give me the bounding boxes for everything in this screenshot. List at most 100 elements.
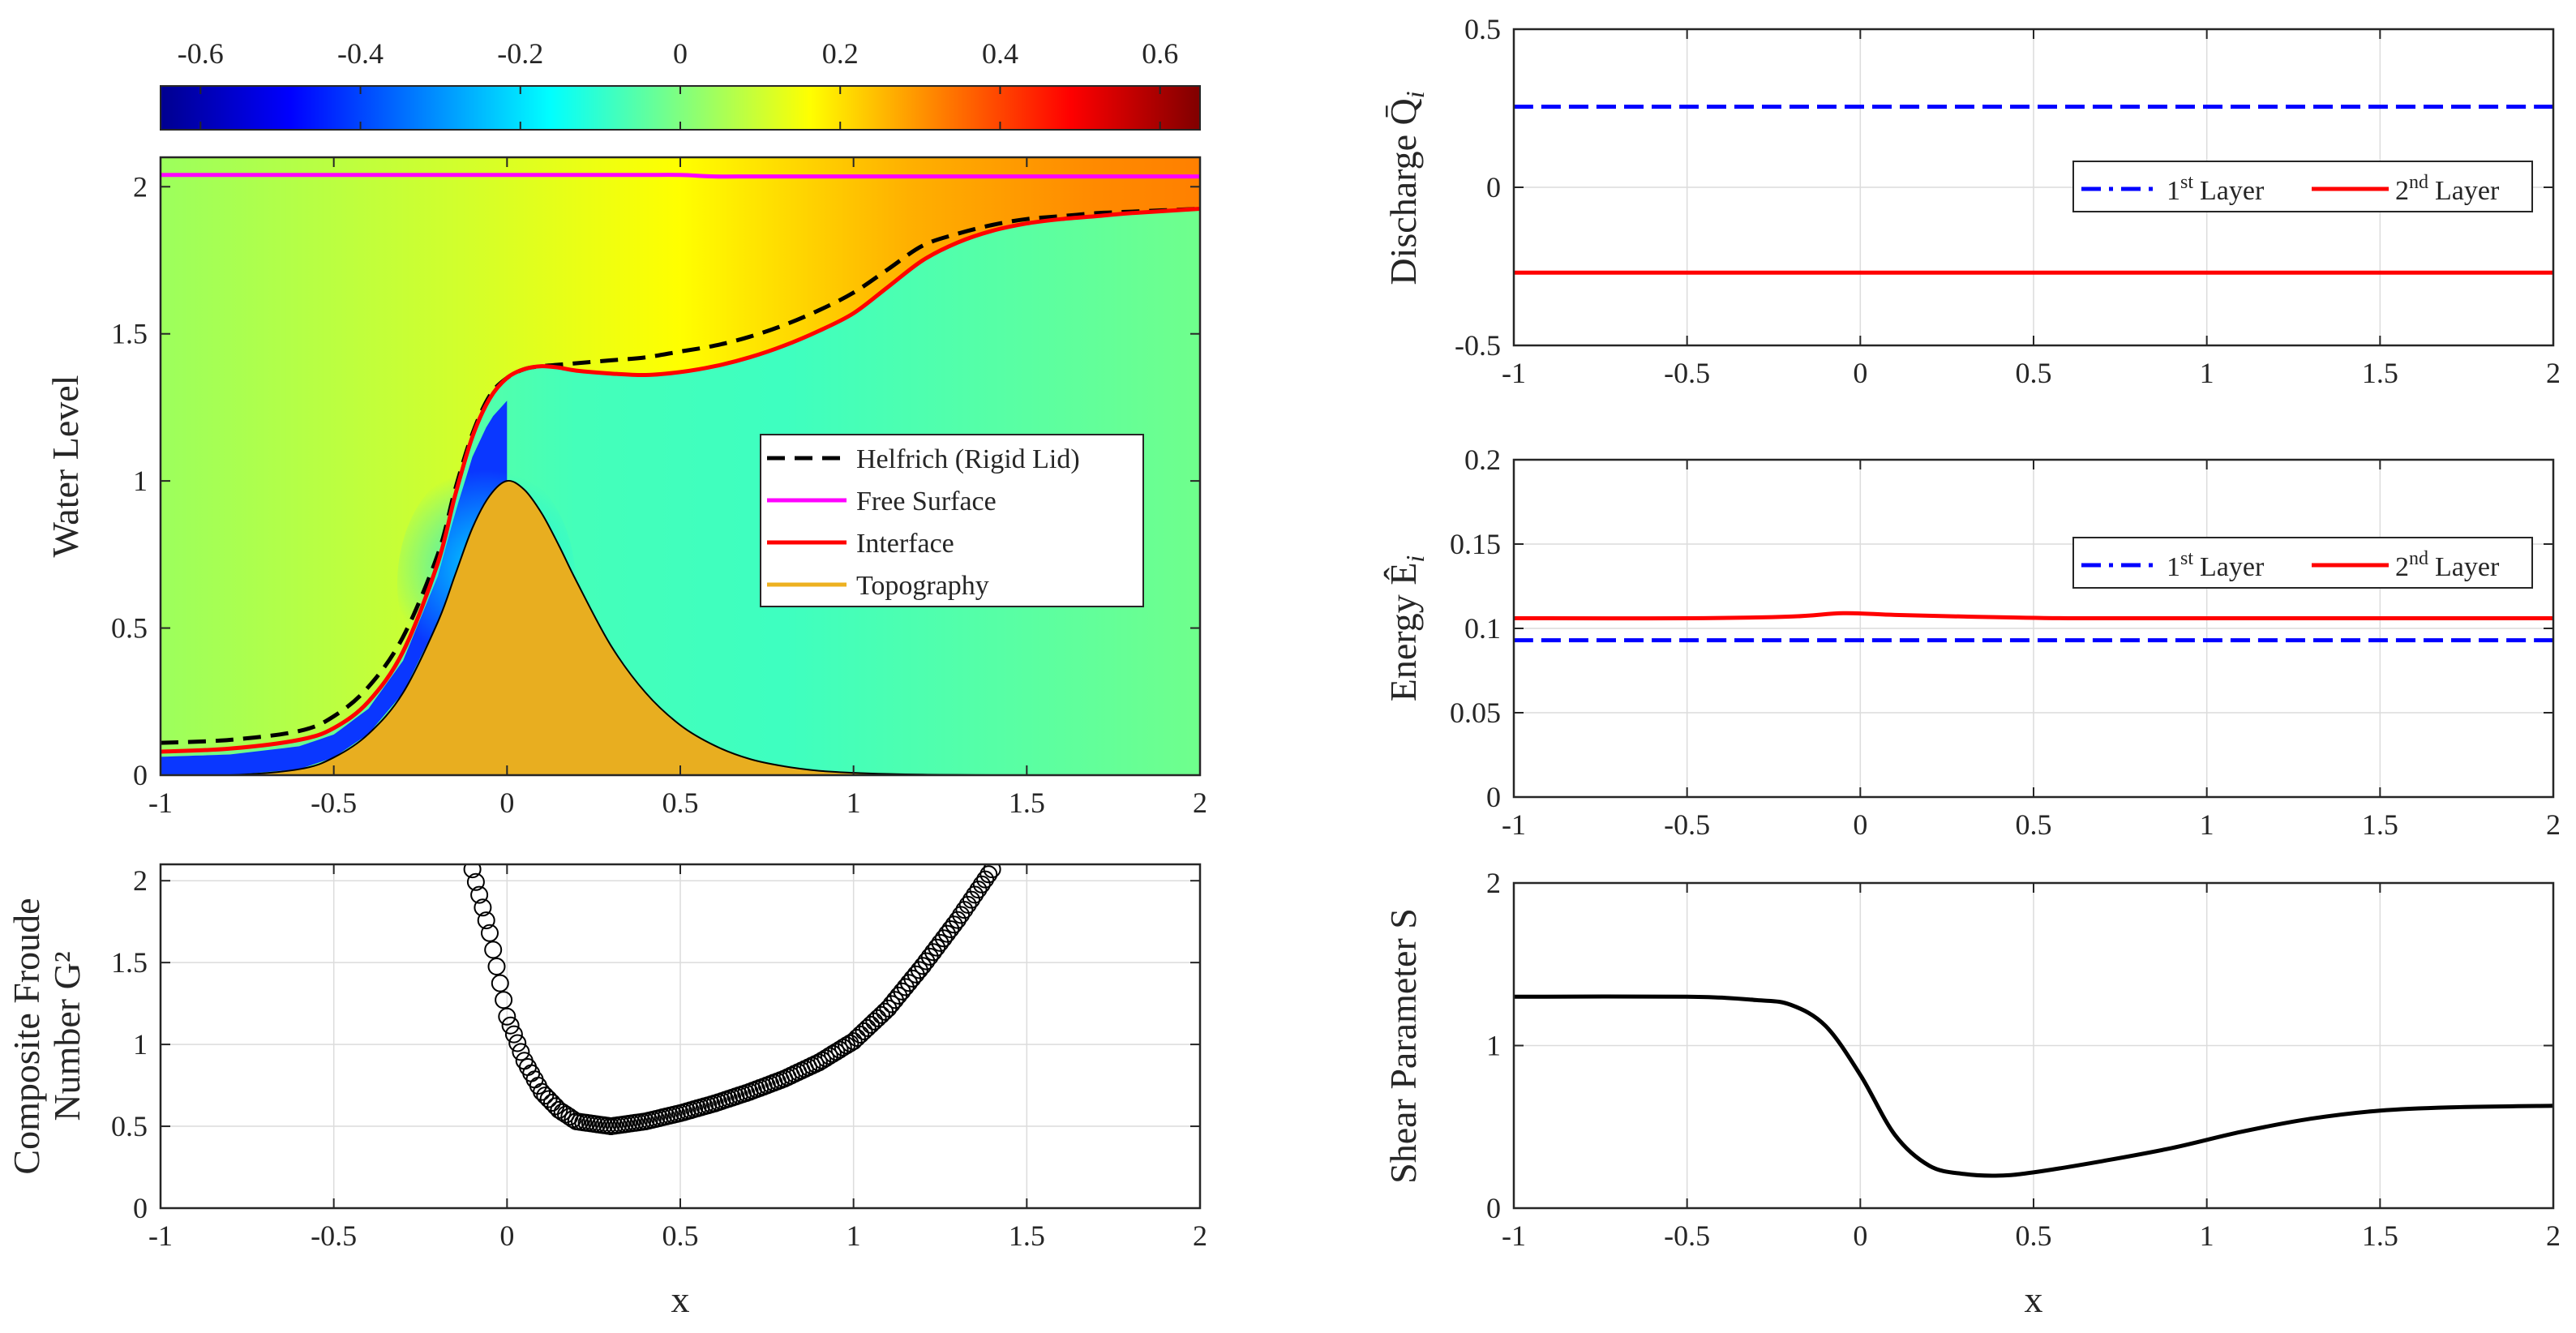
colorbar-tick-label: 0.2 <box>822 37 859 70</box>
x-tick-label: 1.5 <box>1009 1219 1045 1252</box>
shear-line <box>1514 994 2553 1178</box>
discharge-legend: 1st Layer 2nd Layer <box>2072 161 2533 212</box>
x-tick-label: 1 <box>2200 1219 2214 1252</box>
legend-helfrich-label: Helfrich (Rigid Lid) <box>856 444 1080 474</box>
shear-axes: -1 -0.5 0 0.5 1 1.5 2 0 1 2 <box>1486 867 2561 1252</box>
x-tick-label: -1 <box>1502 808 1526 841</box>
helfrich-line <box>161 207 1200 745</box>
froude-marker <box>501 1016 520 1035</box>
froude-marker <box>481 924 499 942</box>
discharge-ylabel-sub: i <box>1400 91 1429 98</box>
froude-marker <box>508 1034 527 1052</box>
y-tick-label: 2 <box>1486 867 1501 899</box>
colorbar-tick-label: -0.6 <box>178 37 224 70</box>
froude-marker <box>924 943 942 962</box>
froude-marker <box>928 938 946 957</box>
colorbar-tick-label: 0.6 <box>1142 37 1178 70</box>
legend-box <box>2072 537 2533 589</box>
x-tick-label: 2 <box>1193 787 1207 819</box>
energy-ylabel-text: Energy Ê <box>1382 563 1424 702</box>
y-tick-label: 1 <box>133 1028 148 1061</box>
froude-marker <box>470 885 489 904</box>
energy-lines <box>1514 611 2553 643</box>
discharge-axes: -1 -0.5 0 0.5 1 1.5 2-0.500.5 <box>1455 13 2561 389</box>
froude-marker <box>474 898 492 917</box>
froude-marker <box>972 875 991 894</box>
discharge-panel: -1 -0.5 0 0.5 1 1.5 2-0.500.5 Discharge Q̄i 1s… <box>1382 13 2561 389</box>
x-tick-label: 1 <box>847 787 861 819</box>
colorbar-tick-label: 0 <box>673 37 688 70</box>
x-tick-label: 1.5 <box>2362 1219 2398 1252</box>
froude-marker <box>941 920 960 938</box>
water-level-ylabel: Water Level <box>45 375 86 558</box>
froude-marker <box>958 895 977 914</box>
froude-axes: -1 -0.5 0 0.5 1 1.5 2 0 0.5 1 1.5 2 <box>111 864 1207 1252</box>
legend-box <box>760 434 1144 607</box>
x-tick-label: -1 <box>1502 357 1526 389</box>
y-tick-label: 0 <box>1486 781 1501 813</box>
froude-ylabel-line1: Composite Froude <box>6 898 47 1174</box>
colorbar-tick-label: -0.2 <box>497 37 543 70</box>
colorbar-tick-label: -0.4 <box>337 37 384 70</box>
colorbar: -0.6 -0.4 -0.2 0 0.2 0.4 0.6 <box>160 37 1201 131</box>
x-tick-label: 0 <box>1853 808 1867 841</box>
y-tick-label: 0.05 <box>1450 697 1501 729</box>
x-tick-label: -0.5 <box>1664 808 1710 841</box>
x-tick-label: 1.5 <box>2362 808 2398 841</box>
y-tick-label: 2 <box>133 864 148 897</box>
froude-marker <box>872 1005 890 1024</box>
y-tick-label: 0.2 <box>1464 444 1501 476</box>
free-surface-line <box>161 173 1200 179</box>
legend-free-surface-label: Free Surface <box>856 486 997 516</box>
froude-marker <box>865 1012 884 1031</box>
froude-marker <box>858 1018 877 1037</box>
x-tick-label: 1 <box>2200 357 2214 389</box>
x-tick-label: 0.5 <box>662 1219 699 1252</box>
froude-marker <box>862 1015 880 1034</box>
legend-1st-layer-label: 1st Layer <box>2167 172 2265 206</box>
x-tick-label: -1 <box>148 787 173 819</box>
x-tick-label: -0.5 <box>1664 357 1710 389</box>
shear-panel: -1 -0.5 0 0.5 1 1.5 2 0 1 2 x Shear Parameter S <box>1382 867 2561 1320</box>
legend-2nd-layer-label: 2nd Layer <box>2395 548 2500 582</box>
froude-marker <box>914 957 932 975</box>
energy-layer2-line <box>1514 611 2553 621</box>
froude-marker <box>498 1007 516 1026</box>
x-tick-label: -1 <box>148 1219 173 1252</box>
froude-marker <box>512 1043 530 1061</box>
froude-marker <box>851 1026 870 1044</box>
froude-ylabel-line2: Number G² <box>46 951 88 1121</box>
x-tick-label: -0.5 <box>311 1219 357 1252</box>
froude-marker <box>945 915 963 934</box>
x-tick-label: 0 <box>499 787 514 819</box>
discharge-lines <box>1514 105 2553 275</box>
froude-marker <box>491 974 509 992</box>
x-tick-label: 0.5 <box>2016 1219 2052 1252</box>
froude-marker <box>966 885 984 904</box>
froude-marker <box>983 864 1001 879</box>
legend-topography-label: Topography <box>856 571 989 601</box>
froude-marker <box>487 958 506 975</box>
x-tick-label: 1.5 <box>1009 787 1045 819</box>
water-level-legend: Helfrich (Rigid Lid) Free Surface Interf… <box>760 434 1144 607</box>
shear-xlabel: x <box>2025 1279 2043 1320</box>
x-tick-label: 0.5 <box>2016 808 2052 841</box>
y-tick-label: -0.5 <box>1455 329 1501 362</box>
energy-ylabel: Energy Êi <box>1382 555 1429 702</box>
x-tick-label: 0.5 <box>662 787 699 819</box>
froude-marker <box>495 991 513 1009</box>
froude-marker <box>962 890 980 909</box>
froude-marker <box>536 1087 555 1105</box>
x-tick-label: -0.5 <box>1664 1219 1710 1252</box>
froude-marker <box>934 929 953 948</box>
froude-marker <box>979 865 998 884</box>
x-tick-label: 0 <box>1853 1219 1867 1252</box>
y-tick-label: 0.5 <box>111 612 148 645</box>
y-tick-label: 1 <box>1486 1030 1501 1062</box>
y-tick-label: 0.5 <box>111 1110 148 1142</box>
y-tick-label: 0 <box>133 1192 148 1224</box>
froude-marker <box>917 952 936 971</box>
legend-1st-layer-label: 1st Layer <box>2167 548 2265 582</box>
froude-marker <box>969 881 988 899</box>
x-tick-label: 1.5 <box>2362 357 2398 389</box>
